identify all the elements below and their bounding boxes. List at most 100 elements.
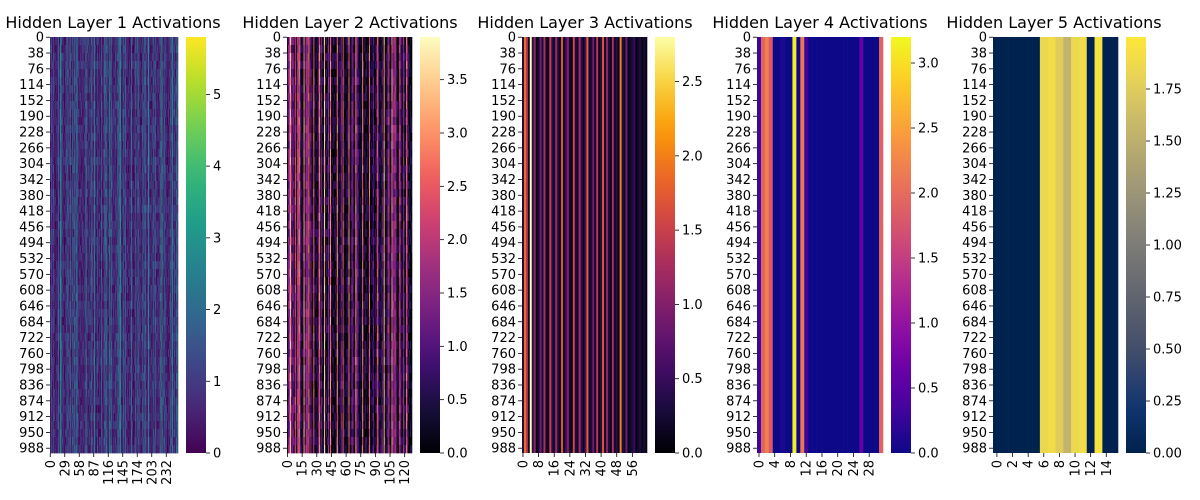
heatmap-cell xyxy=(69,221,70,230)
heatmap-cell xyxy=(70,301,71,310)
heatmap-cell xyxy=(83,357,85,366)
heatmap-cell xyxy=(80,445,81,454)
heatmap-cell xyxy=(70,413,71,422)
heatmap-cell xyxy=(73,405,75,414)
heatmap-cell xyxy=(60,213,61,222)
heatmap-cell xyxy=(56,349,58,358)
heatmap-cell xyxy=(86,117,87,126)
heatmap-cell xyxy=(52,245,53,254)
heatmap-cell xyxy=(54,37,55,46)
heatmap-cell xyxy=(56,117,58,126)
heatmap-cell xyxy=(54,389,56,398)
heatmap-cell xyxy=(84,293,86,302)
heatmap-cell xyxy=(54,285,56,294)
heatmap-cell xyxy=(70,413,72,422)
heatmap-cell xyxy=(55,93,57,102)
heatmap-cell xyxy=(55,325,56,334)
heatmap-cell xyxy=(53,357,55,366)
heatmap-cell xyxy=(66,373,68,382)
heatmap-cell xyxy=(74,61,76,70)
heatmap-cell xyxy=(73,397,75,406)
heatmap-cell xyxy=(65,125,66,134)
heatmap-cell xyxy=(60,349,62,358)
heatmap-cell xyxy=(75,397,76,406)
heatmap-cell xyxy=(85,429,87,438)
heatmap-cell xyxy=(63,77,65,86)
heatmap-cell xyxy=(84,189,85,198)
heatmap-cell xyxy=(51,157,53,166)
heatmap-cell xyxy=(55,93,56,102)
heatmap-cell xyxy=(68,125,69,134)
heatmap-cell xyxy=(71,213,73,222)
heatmap-cell xyxy=(69,309,71,318)
heatmap-cell xyxy=(71,397,72,406)
heatmap-cell xyxy=(50,317,51,326)
heatmap-cell xyxy=(78,309,79,318)
heatmap-cell xyxy=(88,365,90,374)
heatmap-cell xyxy=(52,261,53,270)
heatmap-cell xyxy=(70,301,72,310)
heatmap-cell xyxy=(82,245,84,254)
heatmap-cell xyxy=(58,333,59,342)
heatmap-cell xyxy=(83,53,85,62)
heatmap-cell xyxy=(69,389,71,398)
heatmap-cell xyxy=(85,405,86,414)
heatmap-cell xyxy=(50,165,51,174)
heatmap-cell xyxy=(57,365,59,374)
heatmap-cell xyxy=(70,157,71,166)
heatmap-cell xyxy=(69,237,71,246)
heatmap-cell xyxy=(53,269,55,278)
heatmap-cell xyxy=(55,197,56,206)
heatmap-cell xyxy=(70,261,72,270)
heatmap-cell xyxy=(68,109,69,118)
heatmap-cell xyxy=(81,85,82,94)
heatmap-cell xyxy=(70,317,72,326)
heatmap-cell xyxy=(57,309,58,318)
heatmap-cell xyxy=(71,317,73,326)
heatmap-cell xyxy=(87,101,88,110)
heatmap-cell xyxy=(86,221,88,230)
heatmap-cell xyxy=(78,45,80,54)
heatmap-cell xyxy=(54,141,55,150)
heatmap-cell xyxy=(79,85,80,94)
heatmap-cell xyxy=(72,173,74,182)
heatmap-cell xyxy=(62,117,64,126)
heatmap-cell xyxy=(64,53,65,62)
heatmap-cell xyxy=(86,357,88,366)
heatmap-cell xyxy=(50,373,52,382)
heatmap-cell xyxy=(79,109,80,118)
heatmap-cell xyxy=(84,413,86,422)
heatmap-cell xyxy=(64,189,66,198)
heatmap-cell xyxy=(60,125,62,134)
heatmap-cell xyxy=(73,101,74,110)
heatmap-cell xyxy=(89,269,91,278)
heatmap-cell xyxy=(69,157,70,166)
heatmap-cell xyxy=(54,197,56,206)
heatmap-cell xyxy=(62,157,64,166)
heatmap-cell xyxy=(88,357,89,366)
heatmap-cell xyxy=(70,285,72,294)
heatmap-cell xyxy=(76,181,78,190)
heatmap-cell xyxy=(69,277,70,286)
heatmap-cell xyxy=(57,421,58,430)
heatmap-cell xyxy=(61,45,62,54)
heatmap-cell xyxy=(65,381,66,390)
heatmap-cell xyxy=(87,53,89,62)
heatmap-cell xyxy=(72,181,73,190)
heatmap-cell xyxy=(66,301,68,310)
heatmap-cell xyxy=(63,141,65,150)
heatmap-cell xyxy=(56,213,57,222)
heatmap-cell xyxy=(82,165,84,174)
heatmap-cell xyxy=(60,101,61,110)
heatmap-cell xyxy=(55,69,57,78)
heatmap-cell xyxy=(57,53,59,62)
heatmap-cell xyxy=(55,317,56,326)
heatmap-cell xyxy=(66,221,68,230)
heatmap-cell xyxy=(65,437,67,446)
heatmap-cell xyxy=(85,245,87,254)
heatmap-cell xyxy=(83,389,84,398)
heatmap-cell xyxy=(75,229,77,238)
heatmap-cell xyxy=(69,77,70,86)
heatmap-cell xyxy=(80,333,81,342)
heatmap-cell xyxy=(81,357,83,366)
